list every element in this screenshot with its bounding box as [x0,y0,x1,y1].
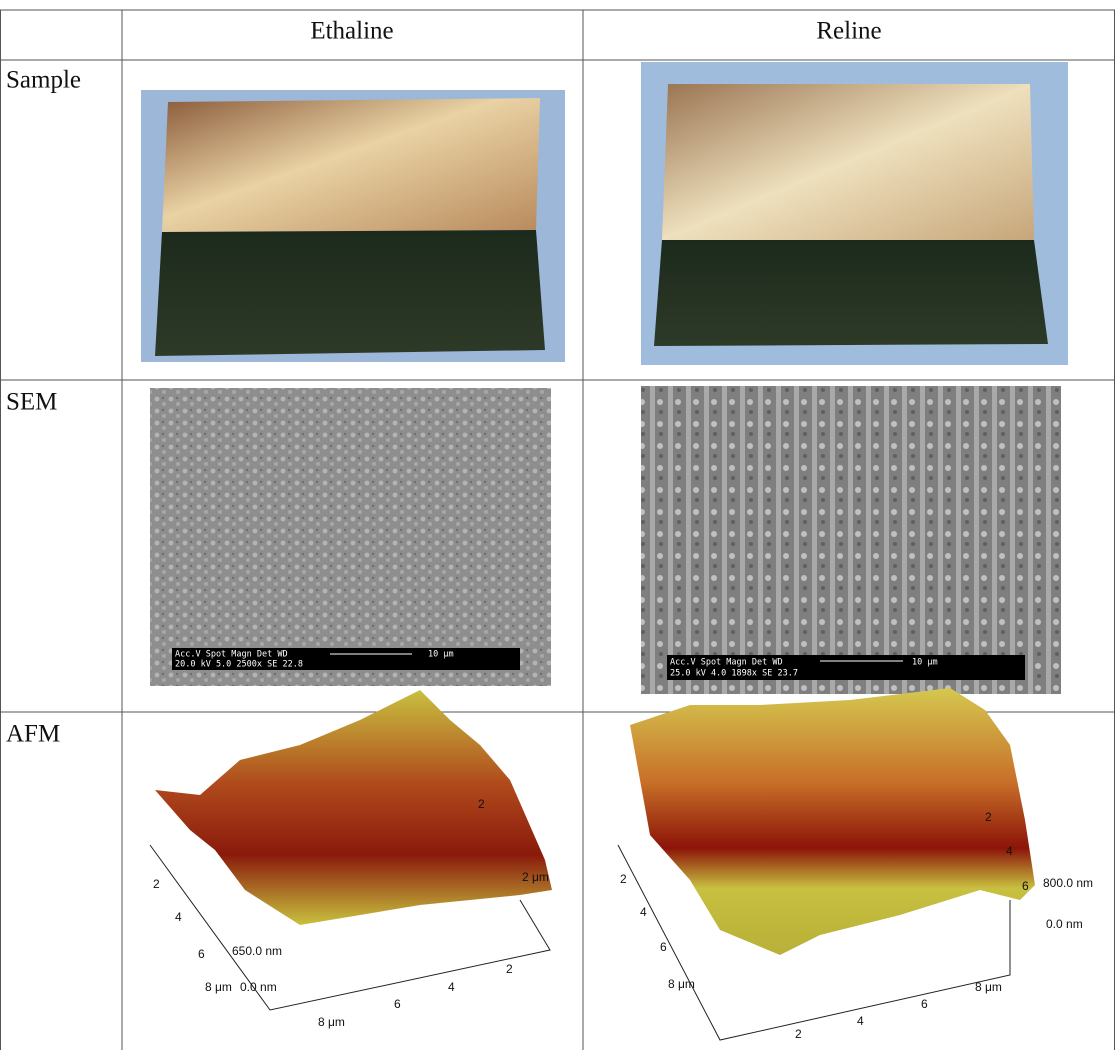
sem-image-reline: Acc.V Spot Magn Det WD 25.0 kV 4.0 1898x… [641,386,1061,694]
coated-surface [155,230,545,356]
afm-surface [155,690,552,925]
sem-info: 20.0 kV 5.0 2500x SE 22.8 [175,660,303,670]
afm-axis-label: 2 [506,962,513,976]
afm-axis-label: 650.0 nm [232,944,282,958]
afm-axis-label: 4 [857,1014,864,1028]
afm-axis-label: 4 [448,980,455,994]
afm-axis-label: 2 [620,872,627,886]
afm-image-reline: 2 4 6 8 μm 2 4 6 800.0 nm 0.0 nm 2 4 6 8 μm [618,688,1093,1041]
afm-axis-label: 8 μm [668,977,695,991]
afm-axis-label: 8 μm [975,980,1002,994]
afm-axis-label: 0.0 nm [240,980,277,994]
sample-photo-ethaline [141,90,565,362]
afm-axis-label: 6 [1022,879,1029,893]
afm-axis-label: 8 μm [318,1015,345,1029]
sem-info: 25.0 kV 4.0 1898x SE 23.7 [670,669,798,679]
afm-axis-label: 2 [985,810,992,824]
afm-surface [630,688,1035,955]
afm-axis-label: 2 [795,1027,802,1041]
sem-image-ethaline: Acc.V Spot Magn Det WD 20.0 kV 5.0 2500x… [150,388,551,686]
coated-surface [654,240,1048,346]
afm-axis-label: 6 [198,947,205,961]
scale-label: 10 μm [912,658,938,668]
afm-axis-label: 4 [175,910,182,924]
afm-axis-label: 2 μm [522,870,549,884]
column-header: Ethaline [310,18,393,45]
afm-axis-label: 2 [478,797,485,811]
afm-axis-label: 8 μm [205,980,232,994]
afm-axis-label: 0.0 nm [1046,917,1083,931]
copper-surface [162,98,540,232]
afm-axis-label: 4 [640,905,647,919]
afm-axis-label: 6 [660,940,667,954]
copper-surface [662,84,1034,240]
scale-label: 10 μm [428,650,454,660]
row-label: Sample [6,67,81,94]
sem-info: Acc.V Spot Magn Det WD [175,650,288,660]
afm-axis-label: 800.0 nm [1043,876,1093,890]
sem-micrograph [641,386,1061,694]
row-label: SEM [6,389,57,416]
afm-axis-label: 2 [153,877,160,891]
sem-info: Acc.V Spot Magn Det WD [670,658,783,668]
afm-axis-label: 6 [921,997,928,1011]
sem-micrograph [150,388,551,686]
afm-image-ethaline: 2 4 6 8 μm 650.0 nm 0.0 nm 8 μm 6 4 2 2 2 μm [150,690,552,1029]
row-label: AFM [6,721,60,748]
page: Ethaline Reline Sample SEM AFM Acc.V Spo… [0,0,1115,1050]
sample-photo-reline [641,62,1068,365]
column-header: Reline [816,18,881,45]
afm-axis-label: 6 [394,997,401,1011]
afm-axis-label: 4 [1006,844,1013,858]
